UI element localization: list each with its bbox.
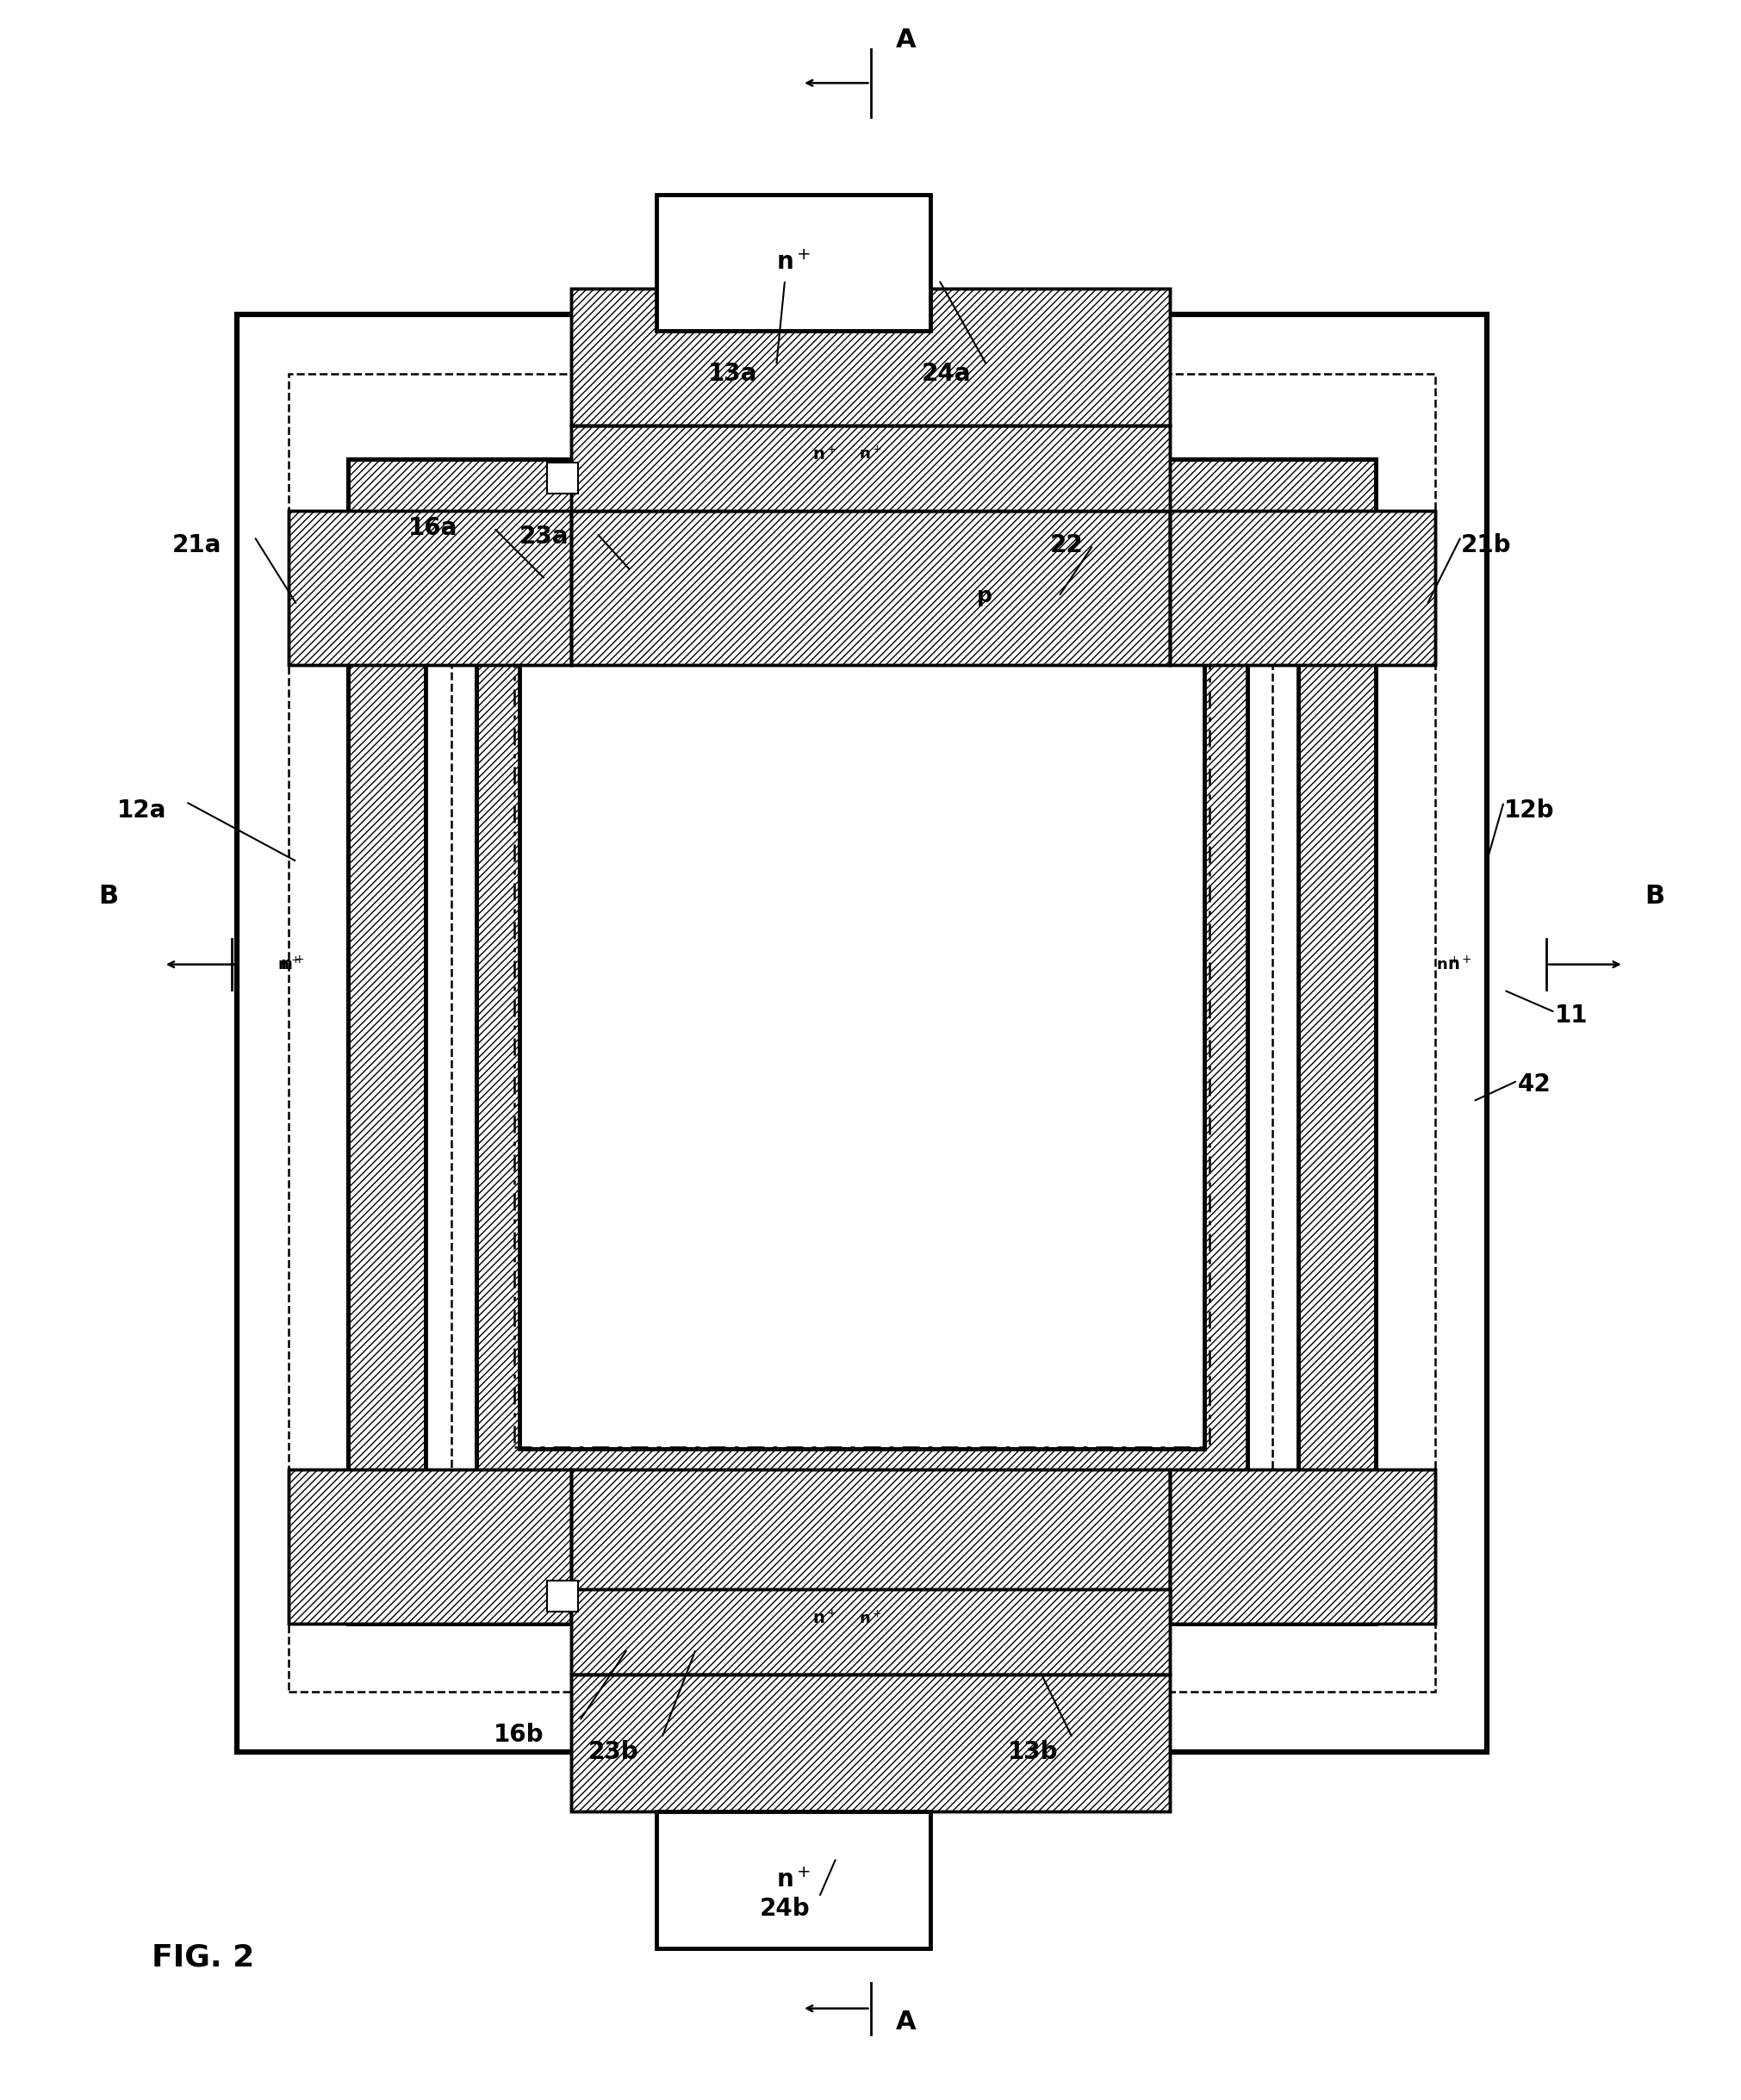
Text: 23a: 23a [519, 525, 569, 548]
Bar [571, 288, 1170, 426]
Text: n$^+$: n$^+$ [280, 956, 305, 974]
Bar [571, 426, 1170, 510]
Bar [237, 315, 1487, 1751]
Text: 21a: 21a [172, 533, 221, 556]
Bar [1170, 510, 1435, 666]
Text: 13b: 13b [1008, 1739, 1059, 1764]
Text: 24a: 24a [921, 361, 971, 386]
Bar [348, 460, 1375, 1623]
Bar [289, 510, 571, 666]
Bar [571, 1470, 1170, 1623]
Text: n$^+$: n$^+$ [813, 445, 837, 464]
Text: n$^+$: n$^+$ [858, 445, 883, 462]
Text: A: A [897, 2010, 916, 2035]
Text: n$^+$: n$^+$ [813, 1609, 837, 1628]
Text: 23b: 23b [588, 1739, 639, 1764]
Bar [571, 1590, 1170, 1674]
Bar [477, 594, 1247, 1491]
Text: 13a: 13a [709, 361, 757, 386]
Text: B: B [99, 884, 118, 909]
Text: 11: 11 [1555, 1004, 1588, 1027]
Text: 12b: 12b [1504, 798, 1555, 823]
Bar [289, 1470, 571, 1623]
Bar [348, 460, 1375, 1623]
Text: n$^+$: n$^+$ [1436, 956, 1459, 972]
Text: 22: 22 [1050, 533, 1083, 556]
Text: n$^+$: n$^+$ [858, 1611, 883, 1628]
Bar [571, 426, 1170, 510]
Text: A: A [897, 27, 916, 53]
Text: n$^+$: n$^+$ [1447, 956, 1473, 974]
Text: n$^+$: n$^+$ [277, 956, 299, 972]
Bar [515, 638, 1210, 1447]
Bar [519, 638, 1205, 1449]
Bar [289, 1470, 571, 1623]
Text: p: p [977, 586, 992, 607]
Bar [289, 510, 571, 666]
Text: FIG. 2: FIG. 2 [151, 1943, 254, 1972]
Bar [656, 1812, 930, 1949]
Text: 16b: 16b [494, 1722, 545, 1747]
Bar [1170, 1470, 1435, 1623]
Bar [571, 1590, 1170, 1674]
Bar [571, 288, 1170, 426]
Bar [425, 536, 1299, 1546]
Bar [547, 462, 578, 493]
Bar [289, 374, 1435, 1693]
Text: 21b: 21b [1461, 533, 1511, 556]
Bar [547, 1581, 578, 1611]
Text: 16a: 16a [409, 517, 458, 540]
Text: B: B [1645, 884, 1664, 909]
Bar [451, 567, 1273, 1516]
Bar [571, 1674, 1170, 1812]
Bar [425, 536, 1299, 1546]
Bar [1170, 1470, 1435, 1623]
Bar [571, 510, 1170, 666]
Text: n$^+$: n$^+$ [776, 1869, 811, 1892]
Text: 24b: 24b [759, 1896, 810, 1922]
Bar [348, 460, 1375, 1623]
Bar [571, 1674, 1170, 1812]
Bar [571, 510, 1170, 666]
Text: n$^+$: n$^+$ [776, 250, 811, 275]
Bar [477, 594, 1247, 1491]
Bar [519, 638, 1205, 1449]
Bar [571, 1470, 1170, 1623]
Bar [656, 193, 930, 332]
Bar [477, 594, 1247, 1491]
Bar [1170, 510, 1435, 666]
Text: 42: 42 [1518, 1073, 1551, 1096]
Text: 12a: 12a [117, 798, 167, 823]
